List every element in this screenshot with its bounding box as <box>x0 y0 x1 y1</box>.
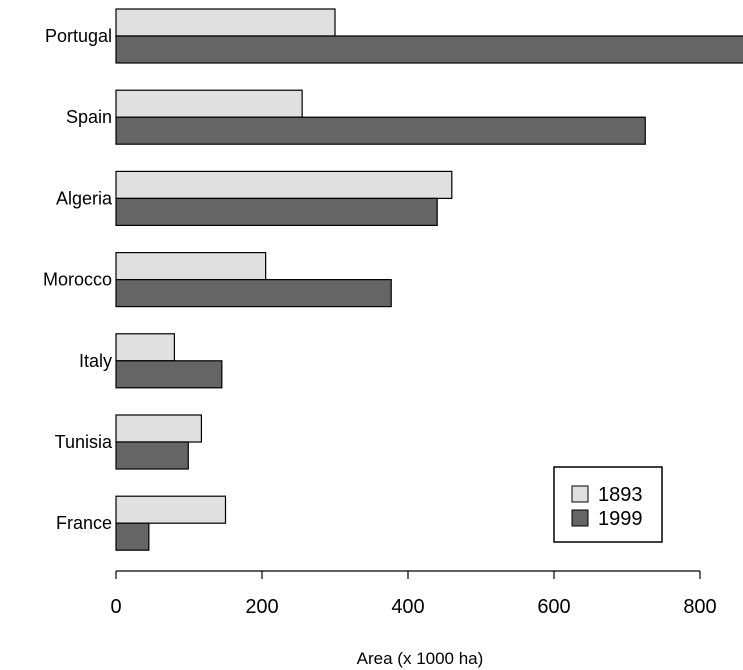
bar-france-1999 <box>115 522 150 551</box>
x-tick-label-400: 400 <box>391 596 424 618</box>
bar-morocco-1893 <box>115 252 267 281</box>
category-label-portugal: Portugal <box>45 26 112 46</box>
x-axis-title: Area (x 1000 ha) <box>357 649 484 668</box>
bars-group <box>115 8 743 551</box>
category-label-italy: Italy <box>79 351 112 371</box>
x-tick-label-800: 800 <box>683 596 716 618</box>
category-label-algeria: Algeria <box>56 188 113 208</box>
legend-swatch-1893 <box>571 485 589 503</box>
bar-france-1893 <box>115 495 227 524</box>
legend-swatch-1999 <box>571 509 589 527</box>
bar-morocco-1999 <box>115 279 392 308</box>
x-axis: 0 200 400 600 800 <box>110 570 717 618</box>
category-label-spain: Spain <box>66 107 112 127</box>
bar-algeria-1893 <box>115 170 453 199</box>
bar-italy-1893 <box>115 333 176 362</box>
bar-portugal-1999 <box>115 35 743 64</box>
bar-portugal-1893 <box>115 8 336 37</box>
x-tick-label-600: 600 <box>537 596 570 618</box>
bar-spain-1999 <box>115 116 646 145</box>
x-tick-label-0: 0 <box>110 596 121 618</box>
legend-label-1893: 1893 <box>598 484 643 506</box>
x-tick-label-200: 200 <box>245 596 278 618</box>
legend-box <box>553 466 663 543</box>
bar-italy-1999 <box>115 360 223 389</box>
category-label-france: France <box>56 513 112 533</box>
category-labels: Portugal Spain Algeria Morocco Italy Tunisia F… <box>43 26 113 533</box>
category-label-tunisia: Tunisia <box>55 432 113 452</box>
bar-tunisia-1999 <box>115 441 189 470</box>
bar-tunisia-1893 <box>115 414 203 443</box>
bar-algeria-1999 <box>115 197 438 226</box>
bar-spain-1893 <box>115 89 303 118</box>
category-label-morocco: Morocco <box>43 270 112 290</box>
legend-label-1999: 1999 <box>598 508 643 530</box>
